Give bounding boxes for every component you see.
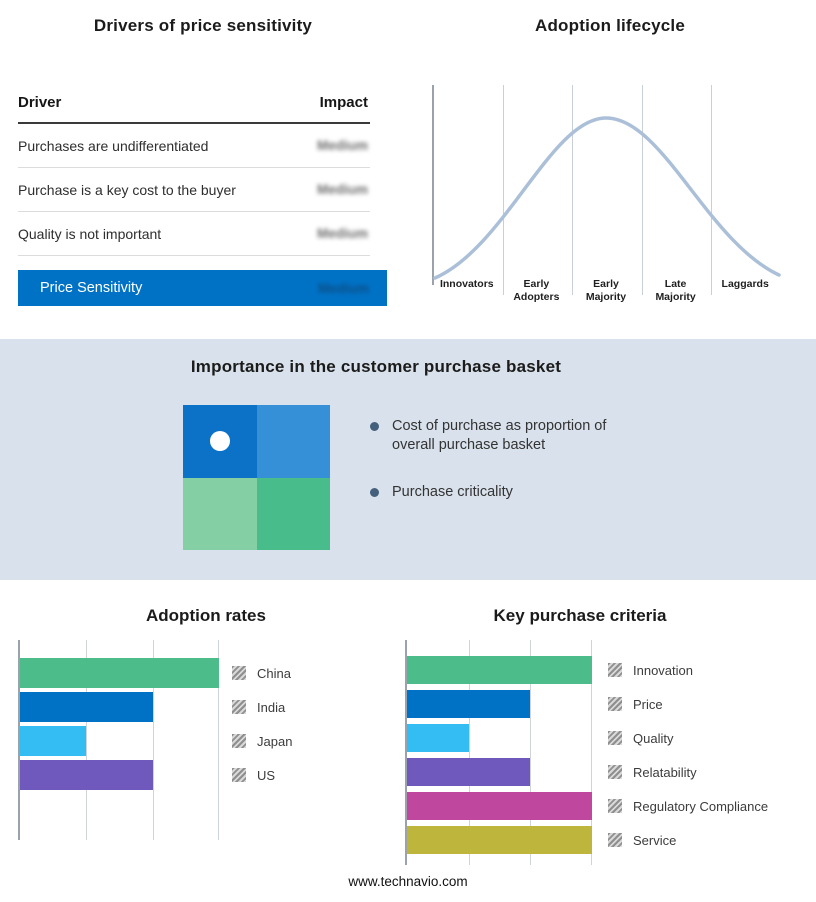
bar-japan xyxy=(20,726,87,756)
hatched-swatch-icon xyxy=(608,697,622,711)
legend-item: US xyxy=(232,768,292,783)
lifecycle-stage-labels: Innovators Early Adopters Early Majority… xyxy=(432,278,780,303)
list-item: Purchase criticality xyxy=(370,483,648,502)
stage-label: Early Majority xyxy=(585,278,627,303)
driver-column-header: Driver xyxy=(18,94,62,111)
bar-quality xyxy=(407,724,469,752)
stage-label: Early Adopters xyxy=(513,278,560,303)
hatched-swatch-icon xyxy=(232,768,246,782)
impact-value: Medium xyxy=(316,226,368,241)
bar-service xyxy=(407,826,592,854)
stage-label: Innovators xyxy=(439,278,494,290)
key-purchase-criteria-plot xyxy=(405,640,592,865)
bar-regulatory-compliance xyxy=(407,792,592,820)
table-row: Purchase is a key cost to the buyer Medi… xyxy=(18,168,370,212)
legend-item: Regulatory Compliance xyxy=(608,799,768,814)
matrix-quadrant-top-left xyxy=(183,405,257,478)
bar-china xyxy=(20,658,219,688)
matrix-quadrant-top-right xyxy=(256,405,330,478)
legend-item: Relatability xyxy=(608,765,768,780)
legend-item: China xyxy=(232,666,292,681)
table-row: Quality is not important Medium xyxy=(18,212,370,256)
gridline xyxy=(641,85,643,295)
footer-url: www.technavio.com xyxy=(348,874,468,889)
position-marker-icon xyxy=(210,431,230,451)
legend-item: Innovation xyxy=(608,663,768,678)
bar-innovation xyxy=(407,656,592,684)
legend-item: India xyxy=(232,700,292,715)
purchase-basket-matrix xyxy=(183,405,330,550)
criteria-bars xyxy=(407,656,592,854)
bar-price xyxy=(407,690,531,718)
bullet-text: Purchase criticality xyxy=(392,484,513,500)
drivers-table: Driver Impact Purchases are undifferenti… xyxy=(18,88,370,256)
bar-us xyxy=(20,760,153,790)
gridline xyxy=(152,640,154,840)
basket-section-title: Importance in the customer purchase bask… xyxy=(190,357,562,376)
hatched-swatch-icon xyxy=(608,765,622,779)
bell-curve-svg xyxy=(433,116,781,280)
legend-item: Japan xyxy=(232,734,292,749)
legend-item: Price xyxy=(608,697,768,712)
hatched-swatch-icon xyxy=(232,666,246,680)
gridline xyxy=(503,85,505,295)
gridline xyxy=(86,640,88,840)
purchase-basket-section: Importance in the customer purchase bask… xyxy=(0,339,816,580)
impact-column-header: Impact xyxy=(319,94,368,111)
bar-india xyxy=(20,692,153,722)
criteria-legend: Innovation Price Quality Relatability Re… xyxy=(608,663,768,867)
gridline xyxy=(710,85,712,295)
matrix-quadrant-bottom-right xyxy=(256,477,330,550)
adoption-rates-title: Adoption rates xyxy=(146,606,266,625)
adoption-bars xyxy=(20,658,219,790)
price-sensitivity-label: Price Sensitivity xyxy=(40,280,143,296)
matrix-quadrant-bottom-left xyxy=(183,477,257,550)
legend-item: Service xyxy=(608,833,768,848)
price-sensitivity-bar: Price Sensitivity Medium xyxy=(18,270,387,306)
hatched-swatch-icon xyxy=(232,700,246,714)
gridline xyxy=(591,640,592,865)
adoption-legend: China India Japan US xyxy=(232,666,292,802)
hatched-swatch-icon xyxy=(232,734,246,748)
impact-value: Medium xyxy=(316,138,368,153)
hatched-swatch-icon xyxy=(608,731,622,745)
hatched-swatch-icon xyxy=(608,833,622,847)
basket-bullet-list: Cost of purchase as proportion of overal… xyxy=(370,417,648,530)
legend-item: Quality xyxy=(608,731,768,746)
bullet-icon xyxy=(370,488,379,497)
stage-label: Laggards xyxy=(721,278,769,290)
key-purchase-criteria-title: Key purchase criteria xyxy=(493,606,667,625)
driver-name: Quality is not important xyxy=(18,225,162,242)
table-row: Purchases are undifferentiated Medium xyxy=(18,124,370,168)
hatched-swatch-icon xyxy=(608,663,622,677)
driver-name: Purchase is a key cost to the buyer xyxy=(18,181,236,198)
stage-label: Late Majority xyxy=(655,278,696,303)
drivers-table-header: Driver Impact xyxy=(18,88,370,124)
impact-value: Medium xyxy=(316,182,368,197)
bullet-icon xyxy=(370,422,379,431)
driver-name: Purchases are undifferentiated xyxy=(18,137,209,154)
drivers-panel-title: Drivers of price sensitivity xyxy=(93,16,313,35)
hatched-swatch-icon xyxy=(608,799,622,813)
impact-value: Medium xyxy=(317,280,369,296)
adoption-curve xyxy=(433,116,781,280)
lifecycle-chart xyxy=(432,85,781,295)
gridline xyxy=(468,640,470,865)
gridline xyxy=(218,640,219,840)
bar-relatability xyxy=(407,758,531,786)
gridline xyxy=(530,640,532,865)
gridline xyxy=(572,85,574,295)
adoption-rates-plot xyxy=(18,640,219,840)
lifecycle-panel-title: Adoption lifecycle xyxy=(534,16,685,35)
list-item: Cost of purchase as proportion of overal… xyxy=(370,417,648,455)
bullet-text: Cost of purchase as proportion of overal… xyxy=(392,418,607,453)
